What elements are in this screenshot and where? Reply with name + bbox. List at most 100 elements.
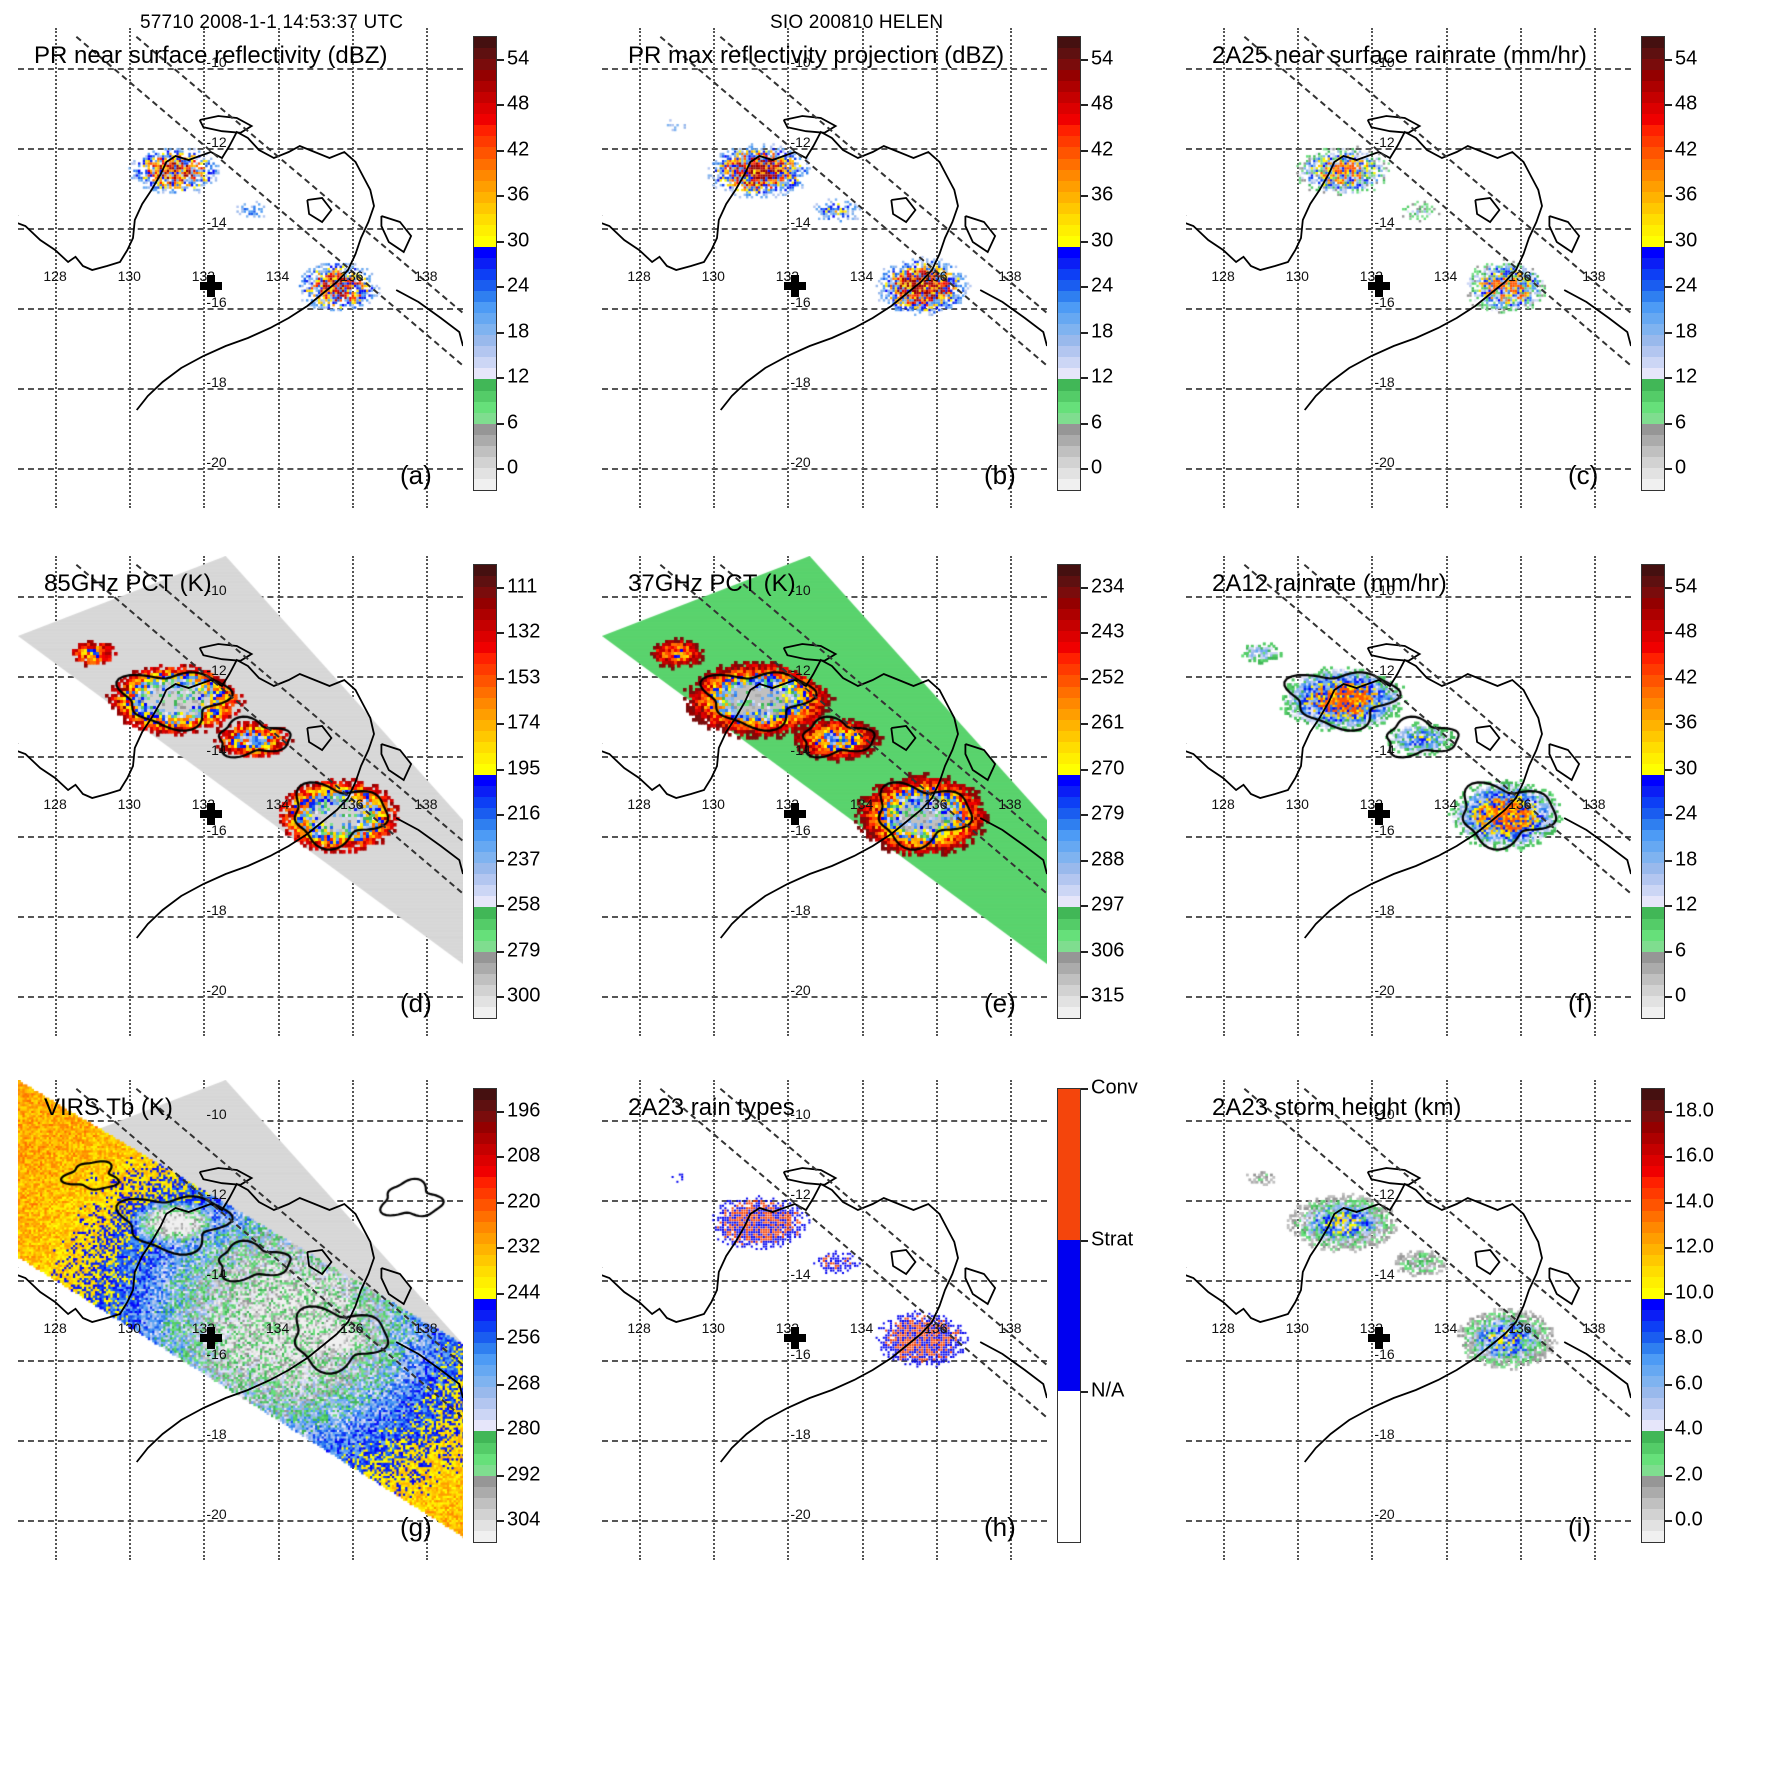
colorbar-segment [1642,92,1664,104]
colorbar-tick-label: 8.0 [1675,1326,1703,1349]
colorbar-tick [1081,677,1088,680]
lon-tick-label: 134 [265,796,290,812]
colorbar-tick [1081,859,1088,862]
storm-center-marker [1367,803,1390,825]
map-area-f[interactable]: 128 130 132 134 136 138 -10 -12 -14 -16 -18 -20 [1186,556,1631,1036]
colorbar-segment [474,708,496,720]
colorbar-segment [1058,863,1080,875]
colorbar-tick [1665,1247,1672,1250]
colorbar-segment [474,379,496,391]
colorbar-tick [497,677,504,680]
lon-tick-label: 128 [1211,796,1235,812]
colorbar-e: 234 243 252 261 270 279 288 297 306 315 [1057,556,1124,1036]
lat-tick-label: -14 [790,742,811,758]
figure-header-left: 57710 2008-1-1 14:53:37 UTC [140,12,404,33]
colorbar-segment [1058,763,1080,775]
map-area-c[interactable]: 128 130 132 134 136 138 -10 -12 -14 -16 -18 -20 [1186,28,1631,508]
colorbar-tick [497,723,504,726]
colorbar-segment [474,257,496,269]
colorbar-segment [1642,379,1664,391]
colorbar-segment [474,631,496,643]
colorbar-segment [474,565,496,577]
colorbar-tick [1081,905,1088,908]
colorbar-segment [474,1320,496,1333]
colorbar-tick-label: 174 [507,711,541,734]
colorbar-segment [474,808,496,820]
lat-tick-label: -10 [206,582,227,598]
colorbar-segment [474,642,496,654]
colorbar-segment [1058,335,1080,347]
colorbar-segment [1058,70,1080,82]
map-area-b[interactable]: 128 130 132 134 136 138 -10 -12 -14 -16 -18 -20 [602,28,1047,508]
colorbar-tick [497,859,504,862]
colorbar-segment [1642,620,1664,632]
colorbar-segment [474,796,496,809]
colorbar-segment [474,324,496,336]
panel-title-h: 2A23 rain types [628,1094,795,1121]
colorbar-segment [474,70,496,82]
colorbar-tick-label: 252 [1091,666,1125,689]
colorbar-segment [474,686,496,698]
lon-tick-label: 138 [998,268,1022,284]
colorbar-segment [1642,808,1664,820]
panel-h: 128 130 132 134 136 138 -10 -12 -14 -16 -18 -20 2A23… [602,1077,1138,1560]
colorbar-segment [1642,609,1664,621]
colorbar-segment [474,48,496,60]
colorbar-segment [1058,158,1080,170]
colorbar-segment [1642,664,1664,676]
lon-tick-label: 138 [1582,796,1606,812]
colorbar-tick-label: 18 [507,320,530,343]
lat-tick-label: -18 [1374,902,1395,918]
lon-tick-label: 128 [627,268,651,284]
colorbar-segment [1642,730,1664,742]
lon-tick-label: 130 [701,796,725,812]
colorbar-segment [474,973,496,985]
colorbar-tick [1081,104,1088,107]
colorbar-segment [1642,180,1664,192]
colorbar-segment [1642,1199,1664,1211]
colorbar-segment [1058,224,1080,236]
map-area-a[interactable]: 128 130 132 134 136 138 -10 -12 -14 -16 -18 -20 [18,28,463,508]
colorbar-category-na [1058,1390,1080,1542]
map-area-i[interactable]: 128 130 132 134 136 138 -10 -12 -14 -16 -18 -20 [1186,1080,1631,1560]
map-area-h[interactable]: 128 130 132 134 136 138 -10 -12 -14 -16 -18 -20 [602,1080,1047,1560]
colorbar-segment [1058,92,1080,104]
colorbar-segment [1058,664,1080,676]
colorbar-tick [1081,422,1088,425]
colorbar-tick [1081,950,1088,953]
colorbar-segment [474,1530,496,1542]
colorbar-segment [474,1486,496,1498]
colorbar-segment [1642,973,1664,985]
figure-header-center: SIO 200810 HELEN [770,12,944,33]
colorbar-segment [1058,467,1080,479]
lon-tick-label: 130 [701,268,725,284]
colorbar-tick-label: 30 [507,229,530,252]
colorbar-segment [1058,951,1080,963]
lat-tick-label: -10 [1374,54,1395,70]
colorbar-tick-label: 6.0 [1675,1372,1703,1395]
colorbar-segment [1058,995,1080,1007]
colorbar-segment [1058,136,1080,148]
colorbar-tick-label: 10.0 [1675,1281,1714,1304]
colorbar-segment [474,907,496,919]
colorbar-segment [474,423,496,435]
colorbar-segment [1642,697,1664,709]
map-area-d[interactable]: 128 130 132 134 136 138 -10 -12 -14 -16 -18 -20 [18,556,463,1036]
lon-tick-label: 136 [340,268,364,284]
colorbar-segment [1642,1276,1664,1288]
colorbar-segment [1642,841,1664,853]
colorbar-segment [1642,48,1664,60]
colorbar-segment [474,1442,496,1454]
lat-tick-label: -10 [206,1106,227,1122]
colorbar-segment [1642,147,1664,159]
map-area-e[interactable]: 128 130 132 134 136 138 -10 -12 -14 -16 -18 -20 [602,556,1047,1036]
colorbar-segment [474,191,496,203]
colorbar-segment [474,280,496,292]
colorbar-segment [1058,708,1080,720]
colorbar-segment [1642,81,1664,93]
lon-tick-label: 136 [924,268,948,284]
colorbar-segment [474,368,496,380]
colorbar-segment [474,1089,496,1101]
lon-tick-label: 134 [1433,1320,1458,1336]
map-area-g[interactable]: 128 130 132 134 136 138 -10 -12 -14 -16 -18 -20 [18,1080,463,1560]
